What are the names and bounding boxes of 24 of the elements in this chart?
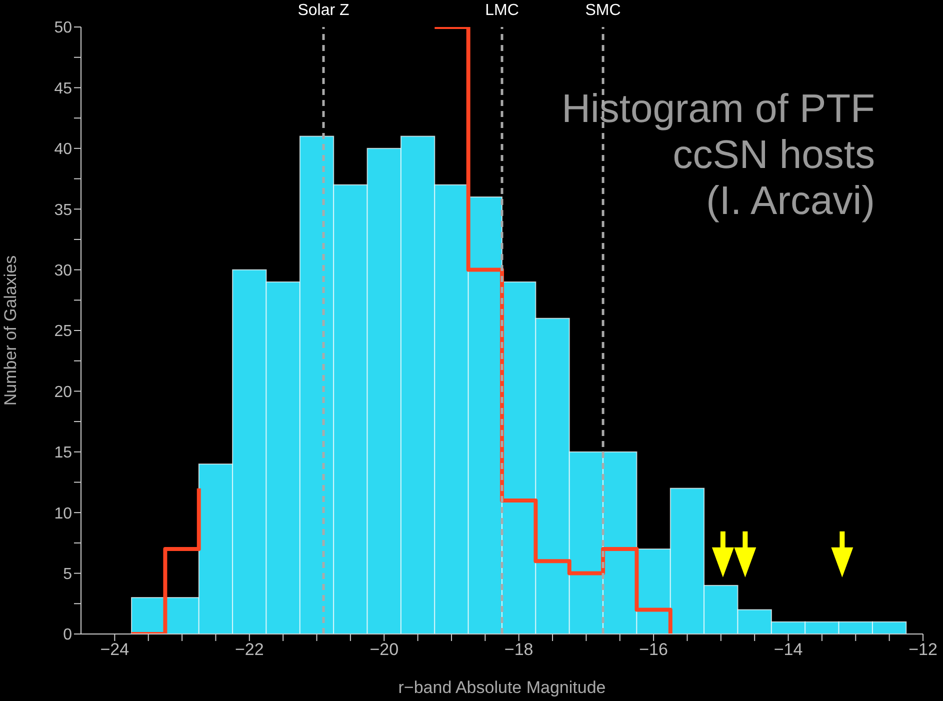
text: Histogram of PTF ccSN hosts (I. Arcavi) [562,87,875,223]
y-tick-label: 40 [54,141,72,158]
ref-line-label: SMC [585,2,621,19]
x-tick-label: −18 [504,640,534,660]
y-axis-title: Number of Galaxies [1,255,20,406]
x-tick-label: −22 [234,640,264,660]
ref-line-label: Solar Z [298,2,350,19]
x-axis-title: r−band Absolute Magnitude [398,678,606,697]
y-tick-label: 25 [54,323,72,340]
y-tick-label: 5 [63,566,72,583]
y-tick-label: 15 [54,444,72,462]
y-tick-label: 0 [63,626,72,644]
y-tick-label: 30 [54,262,72,280]
x-tick-label: −12 [908,640,938,660]
ref-line-label: LMC [485,2,519,19]
y-tick-label: 50 [54,20,72,37]
x-tick-label: −16 [639,640,668,660]
y-tick-label: 35 [54,202,72,219]
x-tick-label: −14 [774,640,803,660]
y-tick-label: 10 [54,505,72,522]
x-tick-label: −20 [370,640,399,660]
x-tick-label: −24 [100,640,130,660]
y-tick-label: 45 [54,80,72,98]
y-tick-label: 20 [54,384,72,401]
